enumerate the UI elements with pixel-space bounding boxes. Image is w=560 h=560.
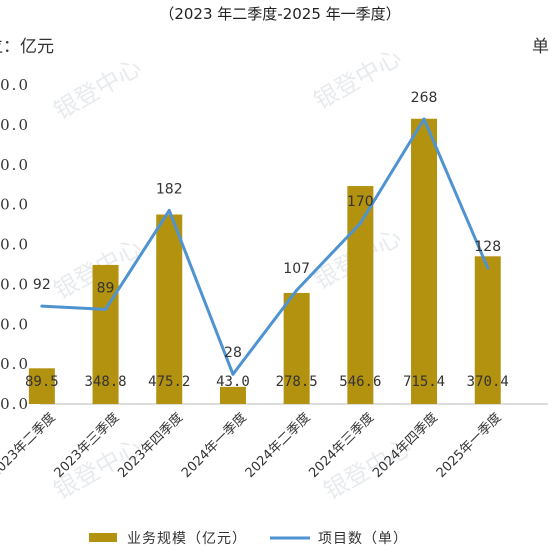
line-value-label: 182 (156, 181, 183, 197)
x-category-label: 2023年二季度 (0, 410, 59, 481)
y-tick-label: 600.0 (0, 156, 30, 174)
bar (92, 264, 119, 404)
line-point (40, 304, 44, 308)
y-tick-label: 300.0 (0, 275, 30, 293)
y-tick-label: 700.0 (0, 116, 30, 134)
y-axis-ticks: 0.0 100.0 200.0 300.0 400.0 500.0 600.0 700.0 80… (0, 76, 30, 413)
y-tick-label: 500.0 (0, 196, 30, 214)
legend-bar-swatch (89, 533, 117, 542)
bar-value-label: 475.2 (148, 374, 190, 390)
bar (156, 214, 183, 404)
bar-value-label: 278.5 (276, 374, 318, 390)
line-value-label: 107 (283, 261, 310, 277)
bar (474, 256, 501, 404)
legend-bar-label: 业务规模（亿元） (127, 531, 247, 547)
x-category-label: 2025年一季度 (433, 410, 504, 481)
line-value-label: 128 (474, 239, 501, 255)
bar-value-label: 370.4 (467, 374, 509, 390)
bar-value-label: 715.4 (403, 374, 445, 390)
line-value-label: 92 (33, 277, 51, 293)
y-tick-label: 100.0 (0, 355, 30, 373)
bar-series: 89.5 348.8 475.2 43.0 278.5 546.6 715.4 370.4 (25, 118, 509, 404)
line-series: 92 89 182 28 107 170 268 128 (33, 90, 501, 376)
line-point (486, 266, 490, 270)
line-value-label: 170 (347, 194, 374, 210)
y-tick-label: 800.0 (0, 76, 30, 94)
x-category-label: 2024年一季度 (178, 410, 249, 481)
line-value-label: 89 (97, 280, 115, 296)
line-point (167, 208, 171, 212)
line-point (422, 117, 426, 121)
line-point (295, 288, 299, 292)
y-tick-label: 400.0 (0, 236, 30, 254)
bar-value-label: 348.8 (84, 374, 126, 390)
bar-value-label: 43.0 (216, 374, 250, 390)
legend-line-label: 项目数（单） (318, 531, 408, 547)
bar (219, 386, 246, 404)
bar (28, 368, 55, 404)
left-unit-label: 位：亿元 (0, 37, 54, 57)
bar (283, 292, 310, 404)
y-tick-label: 0.0 (0, 395, 30, 413)
y-tick-label: 200.0 (0, 315, 30, 333)
bar-value-label: 89.5 (25, 374, 59, 390)
right-unit-label: 单 (532, 37, 549, 57)
series-line (41, 117, 490, 376)
bar (411, 118, 438, 404)
chart-subtitle: （2023 年二季度-2025 年一季度） (159, 5, 400, 23)
line-point (358, 221, 362, 225)
line-value-label: 268 (411, 90, 438, 106)
line-value-label: 28 (224, 345, 242, 361)
bar-value-label: 546.6 (339, 374, 381, 390)
legend: 业务规模（亿元） 项目数（单） (89, 531, 408, 547)
line-point (104, 307, 108, 311)
watermark-text-0: 银登中心 (49, 53, 146, 125)
watermark-text-1: 银登中心 (309, 43, 406, 115)
x-category-label: 2024年二季度 (242, 410, 313, 481)
bar (347, 186, 374, 404)
line-point (231, 372, 235, 376)
